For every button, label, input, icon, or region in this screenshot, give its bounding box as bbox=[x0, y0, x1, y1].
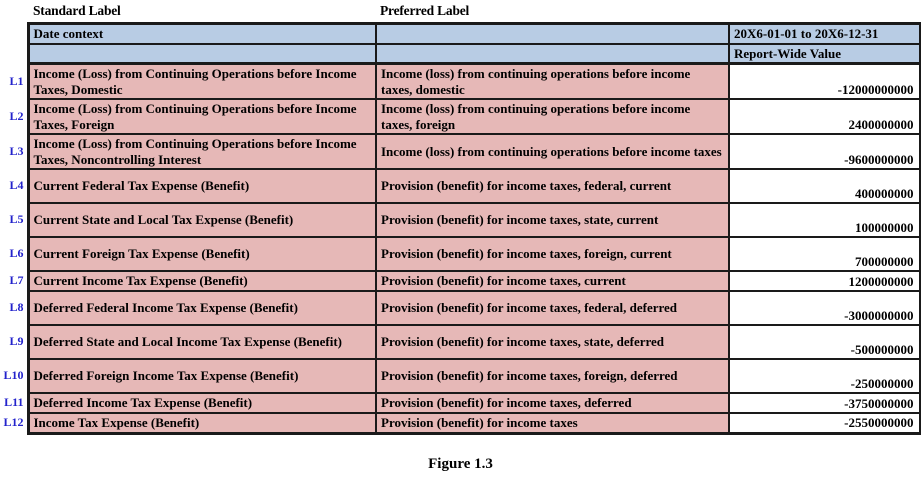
value-cell: -2550000000 bbox=[728, 412, 921, 435]
row-id: L11 bbox=[0, 393, 28, 413]
header-row-date-context: Date context 20X6-01-01 to 20X6-12-31 bbox=[0, 22, 921, 45]
preferred-label-cell: Provision (benefit) for income taxes, fe… bbox=[375, 168, 730, 204]
value-cell: -9600000000 bbox=[728, 133, 921, 170]
fact-table: Date context 20X6-01-01 to 20X6-12-31 Re… bbox=[0, 22, 921, 435]
standard-label-cell: Current State and Local Tax Expense (Ben… bbox=[26, 202, 377, 238]
standard-label-column-heading: Standard Label bbox=[33, 3, 121, 18]
value-cell: 2400000000 bbox=[728, 98, 921, 135]
row-id: L12 bbox=[0, 413, 28, 433]
date-context-label: Date context bbox=[26, 22, 377, 45]
table-row: L10 Deferred Foreign Income Tax Expense … bbox=[0, 358, 921, 394]
preferred-label-cell: Income (loss) from continuing operations… bbox=[375, 62, 730, 100]
table-row: L4 Current Federal Tax Expense (Benefit)… bbox=[0, 168, 921, 204]
preferred-label-cell: Provision (benefit) for income taxes, de… bbox=[375, 392, 730, 414]
row-id: L1 bbox=[0, 63, 28, 99]
value-cell: -500000000 bbox=[728, 324, 921, 360]
row-id: L6 bbox=[0, 237, 28, 271]
preferred-label-cell: Income (loss) from continuing operations… bbox=[375, 133, 730, 170]
preferred-label-cell: Provision (benefit) for income taxes, st… bbox=[375, 202, 730, 238]
standard-label-cell: Income (Loss) from Continuing Operations… bbox=[26, 98, 377, 135]
empty-header-cell bbox=[375, 22, 730, 45]
value-cell: -12000000000 bbox=[728, 62, 921, 100]
preferred-label-cell: Provision (benefit) for income taxes, cu… bbox=[375, 270, 730, 292]
figure-caption: Figure 1.3 bbox=[428, 456, 493, 472]
row-id: L9 bbox=[0, 325, 28, 359]
empty-header-cell bbox=[26, 42, 377, 65]
table-row: L6 Current Foreign Tax Expense (Benefit)… bbox=[0, 236, 921, 272]
table-row: L2 Income (Loss) from Continuing Operati… bbox=[0, 98, 921, 135]
value-cell: 700000000 bbox=[728, 236, 921, 272]
value-cell: -3000000000 bbox=[728, 290, 921, 326]
value-cell: -250000000 bbox=[728, 358, 921, 394]
preferred-label-cell: Provision (benefit) for income taxes, fo… bbox=[375, 236, 730, 272]
table-row: L3 Income (Loss) from Continuing Operati… bbox=[0, 133, 921, 170]
value-cell: 1200000000 bbox=[728, 270, 921, 292]
table-row: L7 Current Income Tax Expense (Benefit) … bbox=[0, 270, 921, 292]
row-id: L8 bbox=[0, 291, 28, 325]
table-row: L5 Current State and Local Tax Expense (… bbox=[0, 202, 921, 238]
row-id-gutter bbox=[0, 43, 28, 64]
standard-label-cell: Current Income Tax Expense (Benefit) bbox=[26, 270, 377, 292]
row-id: L3 bbox=[0, 134, 28, 169]
standard-label-cell: Income Tax Expense (Benefit) bbox=[26, 412, 377, 435]
standard-label-cell: Income (Loss) from Continuing Operations… bbox=[26, 133, 377, 170]
period-header-cell: 20X6-01-01 to 20X6-12-31 bbox=[728, 22, 921, 45]
row-id: L10 bbox=[0, 359, 28, 393]
value-cell: 400000000 bbox=[728, 168, 921, 204]
row-id: L7 bbox=[0, 271, 28, 291]
preferred-label-cell: Provision (benefit) for income taxes, fe… bbox=[375, 290, 730, 326]
preferred-label-cell: Provision (benefit) for income taxes bbox=[375, 412, 730, 435]
standard-label-cell: Deferred Income Tax Expense (Benefit) bbox=[26, 392, 377, 414]
standard-label-cell: Income (Loss) from Continuing Operations… bbox=[26, 62, 377, 100]
table-row: L1 Income (Loss) from Continuing Operati… bbox=[0, 62, 921, 100]
table-row: L11 Deferred Income Tax Expense (Benefit… bbox=[0, 392, 921, 414]
row-id-gutter bbox=[0, 23, 28, 44]
table-row: L9 Deferred State and Local Income Tax E… bbox=[0, 324, 921, 360]
preferred-label-cell: Provision (benefit) for income taxes, fo… bbox=[375, 358, 730, 394]
table-row: L12 Income Tax Expense (Benefit) Provisi… bbox=[0, 412, 921, 435]
standard-label-cell: Deferred State and Local Income Tax Expe… bbox=[26, 324, 377, 360]
preferred-label-column-heading: Preferred Label bbox=[380, 3, 470, 18]
value-cell: 100000000 bbox=[728, 202, 921, 238]
row-id: L4 bbox=[0, 169, 28, 203]
standard-label-cell: Current Federal Tax Expense (Benefit) bbox=[26, 168, 377, 204]
row-id: L2 bbox=[0, 99, 28, 134]
standard-label-cell: Deferred Federal Income Tax Expense (Ben… bbox=[26, 290, 377, 326]
empty-header-cell bbox=[375, 42, 730, 65]
report-wide-value-header: Report-Wide Value bbox=[728, 42, 921, 65]
standard-label-cell: Current Foreign Tax Expense (Benefit) bbox=[26, 236, 377, 272]
header-row-report-wide-value: Report-Wide Value bbox=[0, 42, 921, 65]
row-id: L5 bbox=[0, 203, 28, 237]
preferred-label-cell: Income (loss) from continuing operations… bbox=[375, 98, 730, 135]
table-row: L8 Deferred Federal Income Tax Expense (… bbox=[0, 290, 921, 326]
preferred-label-cell: Provision (benefit) for income taxes, st… bbox=[375, 324, 730, 360]
value-cell: -3750000000 bbox=[728, 392, 921, 414]
standard-label-cell: Deferred Foreign Income Tax Expense (Ben… bbox=[26, 358, 377, 394]
